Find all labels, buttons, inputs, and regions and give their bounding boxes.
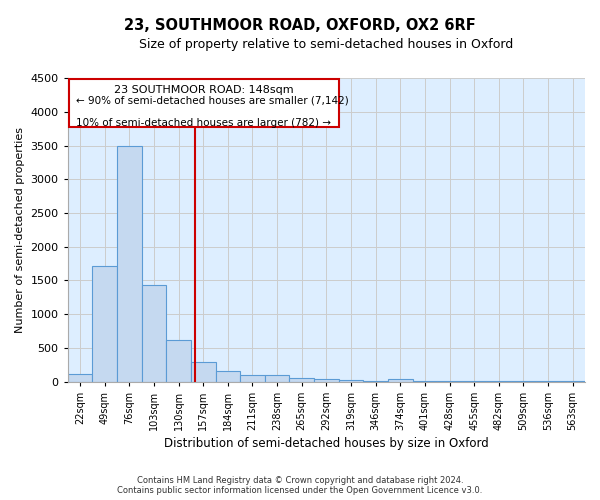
Bar [240,375,265,382]
Bar [364,381,388,382]
Text: 23, SOUTHMOOR ROAD, OXFORD, OX2 6RF: 23, SOUTHMOOR ROAD, OXFORD, OX2 6RF [124,18,476,32]
Title: Size of property relative to semi-detached houses in Oxford: Size of property relative to semi-detach… [139,38,514,51]
Bar [338,380,364,382]
Bar [215,371,240,382]
Y-axis label: Number of semi-detached properties: Number of semi-detached properties [15,127,25,333]
Bar [92,266,117,382]
Bar [388,380,413,382]
Text: 10% of semi-detached houses are larger (782) →: 10% of semi-detached houses are larger (… [76,118,331,128]
Text: 23 SOUTHMOOR ROAD: 148sqm: 23 SOUTHMOOR ROAD: 148sqm [114,86,293,96]
Bar [191,362,215,382]
Bar [117,146,142,382]
Text: ← 90% of semi-detached houses are smaller (7,142): ← 90% of semi-detached houses are smalle… [76,96,349,106]
Bar [166,340,191,382]
Bar [265,375,289,382]
Text: Contains HM Land Registry data © Crown copyright and database right 2024.
Contai: Contains HM Land Registry data © Crown c… [118,476,482,495]
Bar [69,80,338,126]
X-axis label: Distribution of semi-detached houses by size in Oxford: Distribution of semi-detached houses by … [164,437,489,450]
Bar [142,284,166,382]
Bar [314,379,338,382]
Bar [289,378,314,382]
Bar [68,374,92,382]
